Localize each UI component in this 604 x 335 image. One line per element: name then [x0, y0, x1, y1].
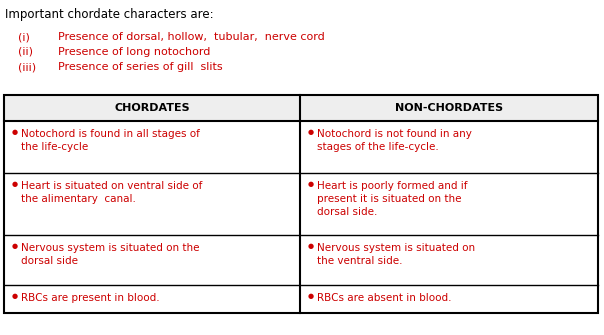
- Bar: [4, 95, 598, 313]
- Text: Notochord is found in all stages of
the life-cycle: Notochord is found in all stages of the …: [21, 129, 200, 152]
- Text: (ii): (ii): [18, 47, 33, 57]
- Text: ●: ●: [12, 181, 18, 187]
- Text: Important chordate characters are:: Important chordate characters are:: [5, 8, 214, 21]
- Text: Presence of long notochord: Presence of long notochord: [58, 47, 210, 57]
- Text: ●: ●: [12, 293, 18, 299]
- Bar: [4, 95, 598, 121]
- Text: Nervous system is situated on the
dorsal side: Nervous system is situated on the dorsal…: [21, 243, 199, 266]
- Text: ●: ●: [308, 129, 314, 135]
- Text: NON-CHORDATES: NON-CHORDATES: [395, 103, 503, 113]
- Text: ●: ●: [12, 129, 18, 135]
- Text: Presence of series of gill  slits: Presence of series of gill slits: [58, 62, 223, 72]
- Text: RBCs are absent in blood.: RBCs are absent in blood.: [317, 293, 452, 303]
- Text: ●: ●: [308, 293, 314, 299]
- Text: (iii): (iii): [18, 62, 36, 72]
- Text: CHORDATES: CHORDATES: [114, 103, 190, 113]
- Text: ●: ●: [308, 181, 314, 187]
- Text: Presence of dorsal, hollow,  tubular,  nerve cord: Presence of dorsal, hollow, tubular, ner…: [58, 32, 325, 42]
- Text: Notochord is not found in any
stages of the life-cycle.: Notochord is not found in any stages of …: [317, 129, 472, 152]
- Text: Nervous system is situated on
the ventral side.: Nervous system is situated on the ventra…: [317, 243, 475, 266]
- Text: (i): (i): [18, 32, 30, 42]
- Text: Heart is poorly formed and if
present it is situated on the
dorsal side.: Heart is poorly formed and if present it…: [317, 181, 467, 217]
- Text: Heart is situated on ventral side of
the alimentary  canal.: Heart is situated on ventral side of the…: [21, 181, 202, 204]
- Text: ●: ●: [308, 243, 314, 249]
- Text: ●: ●: [12, 243, 18, 249]
- Text: RBCs are present in blood.: RBCs are present in blood.: [21, 293, 159, 303]
